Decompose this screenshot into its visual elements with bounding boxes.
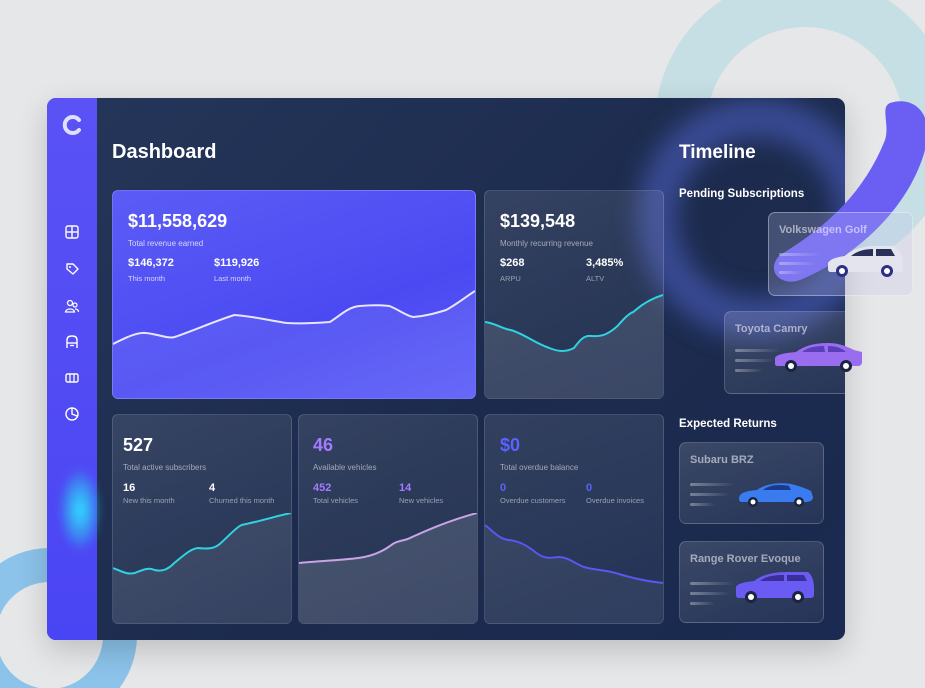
- sidebar-item-reports[interactable]: [64, 406, 80, 422]
- total-vehicles-value: 452: [313, 482, 332, 494]
- overdue-customers-value: 0: [500, 482, 507, 494]
- this-month-label: This month: [128, 274, 166, 283]
- vehicles-card[interactable]: 46 Available vehicles 452 Total vehicles…: [298, 414, 478, 624]
- users-icon: [64, 299, 80, 313]
- placeholder-bar: [779, 253, 821, 256]
- this-month-value: $146,372: [128, 257, 174, 269]
- sidebar-item-subscribers[interactable]: [64, 298, 80, 314]
- hatchback-car-icon: [828, 246, 903, 277]
- churned-label: Churned this month: [209, 496, 275, 505]
- ticket-icon: [65, 373, 79, 383]
- grid-icon: [65, 225, 79, 239]
- vehicle-card-range-rover-evoque[interactable]: Range Rover Evoque: [679, 541, 824, 623]
- placeholder-bar: [735, 349, 780, 352]
- placeholder-bar: [735, 359, 775, 362]
- sidebar-item-pricing[interactable]: [64, 261, 80, 277]
- mrr-card[interactable]: $139,548 Monthly recurring revenue $268 …: [484, 190, 664, 399]
- mrr-line-chart: [485, 294, 663, 398]
- active-subscribers-label: Total active subscribers: [123, 463, 207, 472]
- sports-car-icon: [739, 483, 813, 507]
- subscribers-card[interactable]: 527 Total active subscribers 16 New this…: [112, 414, 292, 624]
- sidebar: [47, 98, 97, 640]
- sidebar-item-vehicles[interactable]: [64, 334, 80, 350]
- car-icon: [66, 335, 78, 348]
- churned-value: 4: [209, 482, 216, 494]
- total-revenue-label: Total revenue earned: [128, 239, 204, 248]
- vehicle-name: Range Rover Evoque: [690, 553, 801, 565]
- total-revenue-value: $11,558,629: [128, 211, 228, 231]
- placeholder-bar: [779, 262, 817, 265]
- altv-value: 3,485%: [586, 257, 624, 269]
- sedan-car-icon: [775, 343, 862, 372]
- arpu-label: ARPU: [500, 274, 521, 283]
- expected-returns-title: Expected Returns: [679, 418, 777, 430]
- vehicle-name: Subaru BRZ: [690, 454, 754, 466]
- dashboard-window: Dashboard $11,558,629 Total revenue earn…: [47, 98, 845, 640]
- tag-icon: [66, 263, 79, 275]
- new-vehicles-label: New vehicles: [399, 496, 444, 505]
- placeholder-bar: [690, 483, 735, 486]
- revenue-line-chart: [113, 290, 475, 398]
- subscribers-line-chart: [113, 513, 291, 623]
- last-month-value: $119,926: [214, 257, 260, 269]
- page-title: Dashboard: [112, 141, 217, 163]
- placeholder-bar: [735, 369, 763, 372]
- overdue-customers-label: Overdue customers: [500, 496, 566, 505]
- overdue-balance-label: Total overdue balance: [500, 463, 579, 472]
- available-vehicles-label: Available vehicles: [313, 463, 377, 472]
- overdue-balance-value: $0: [500, 435, 521, 455]
- overdue-invoices-label: Overdue invoices: [586, 496, 644, 505]
- placeholder-bar: [690, 582, 735, 585]
- vehicle-card-subaru-brz[interactable]: Subaru BRZ: [679, 442, 824, 524]
- active-subscribers-value: 527: [123, 435, 154, 455]
- placeholder-bar: [690, 602, 715, 605]
- placeholder-bar: [779, 271, 803, 274]
- total-vehicles-label: Total vehicles: [313, 496, 359, 505]
- pie-chart-icon: [65, 407, 79, 421]
- sidebar-item-tickets[interactable]: [64, 370, 80, 386]
- placeholder-bar: [690, 592, 730, 595]
- new-this-month-label: New this month: [123, 496, 175, 505]
- vehicle-name: Volkswagen Golf: [779, 224, 867, 236]
- overdue-line-chart: [485, 524, 663, 623]
- placeholder-bar: [690, 503, 715, 506]
- timeline-title: Timeline: [679, 142, 756, 163]
- overdue-invoices-value: 0: [586, 482, 593, 494]
- overdue-card[interactable]: $0 Total overdue balance 0 Overdue custo…: [484, 414, 664, 624]
- mrr-value: $139,548: [500, 211, 576, 231]
- sidebar-item-dashboard[interactable]: [64, 224, 80, 240]
- decorative-glow: [60, 470, 100, 550]
- vehicle-name: Toyota Camry: [735, 323, 808, 335]
- mrr-label: Monthly recurring revenue: [500, 239, 593, 248]
- last-month-label: Last month: [214, 274, 252, 283]
- suv-icon: [736, 572, 814, 603]
- vehicles-line-chart: [299, 513, 477, 623]
- app-logo-icon[interactable]: [62, 114, 84, 136]
- arpu-value: $268: [500, 257, 525, 269]
- new-this-month-value: 16: [123, 482, 136, 494]
- new-vehicles-value: 14: [399, 482, 412, 494]
- available-vehicles-value: 46: [313, 435, 334, 455]
- altv-label: ALTV: [586, 274, 605, 283]
- pending-subscriptions-title: Pending Subscriptions: [679, 188, 805, 200]
- revenue-card[interactable]: $11,558,629 Total revenue earned $146,37…: [112, 190, 476, 399]
- placeholder-bar: [690, 493, 730, 496]
